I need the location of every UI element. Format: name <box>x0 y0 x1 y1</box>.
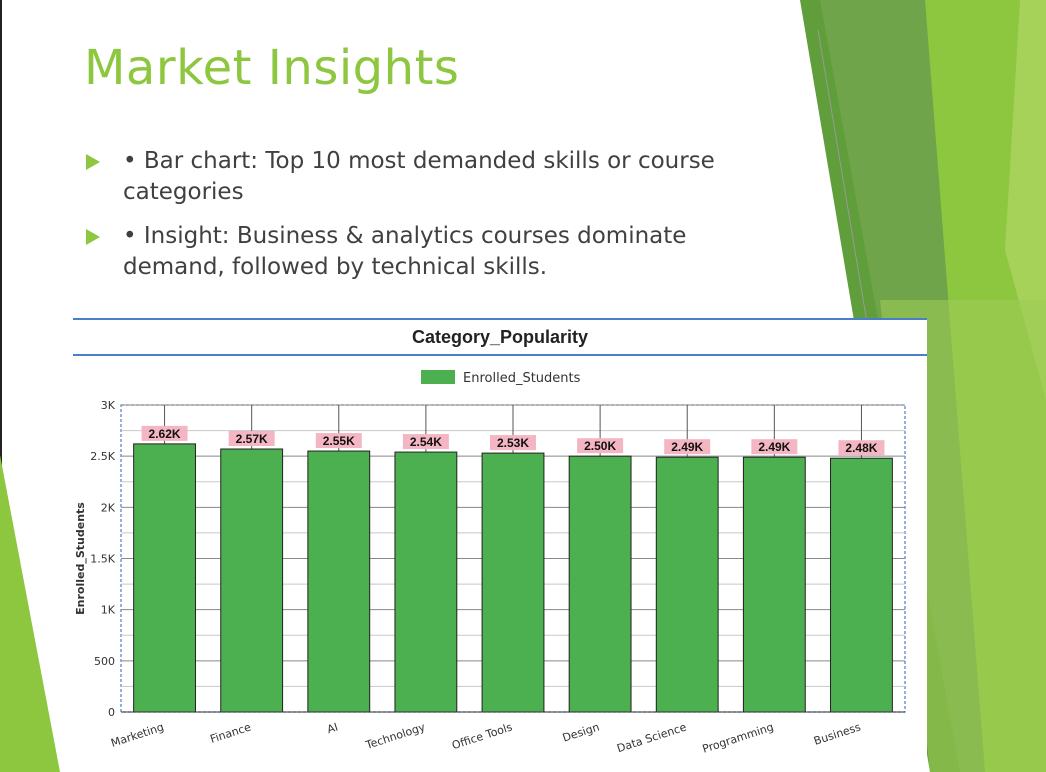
data-label: 2.49K <box>671 440 703 454</box>
data-label: 2.53K <box>497 436 529 450</box>
x-tick-label: Programming <box>701 720 776 755</box>
y-axis-label: Enrolled_Students <box>74 502 87 615</box>
data-label-background <box>141 425 188 441</box>
bar-ai <box>307 450 371 713</box>
data-label-background <box>664 439 711 455</box>
data-label-background <box>490 435 536 451</box>
x-tick-label: Marketing <box>109 720 165 749</box>
slide-title: Market Insights <box>84 40 460 96</box>
data-label: 2.50K <box>584 439 616 453</box>
bar-data-science <box>655 456 719 713</box>
legend-swatch <box>421 370 455 384</box>
chart-title: Category_Popularity <box>73 320 927 356</box>
data-label-background <box>402 434 449 450</box>
data-label: 2.54K <box>410 435 442 449</box>
y-tick-label: 0 <box>108 706 115 719</box>
data-label: 2.48K <box>845 441 877 455</box>
bullet-text: • Bar chart: Top 10 most demanded skills… <box>123 148 715 205</box>
y-tick-label: 1K <box>101 604 116 617</box>
x-tick-label: Finance <box>209 720 253 745</box>
data-label-background <box>577 438 624 454</box>
y-tick-label: 1.5K <box>90 553 115 566</box>
bullet-arrow-icon <box>86 154 100 170</box>
bar-finance <box>220 448 284 713</box>
bar-programming <box>742 456 806 713</box>
legend-label: Enrolled_Students <box>463 371 581 386</box>
data-label: 2.62K <box>149 427 181 441</box>
left-edge-strip <box>0 0 2 772</box>
decor-left-triangle <box>0 455 60 772</box>
bullet-text: • Insight: Business & analytics courses … <box>123 223 687 280</box>
y-tick-label: 3K <box>101 399 116 412</box>
data-label-background <box>838 440 885 456</box>
bar-office-tools <box>481 452 545 713</box>
bullet-arrow-icon <box>86 229 100 245</box>
data-label-background <box>751 439 798 455</box>
bar-business <box>830 457 893 713</box>
y-tick-label: 2K <box>101 501 116 514</box>
chart-container[interactable]: Category_Popularity Enrolled_Students 0 50… <box>73 318 927 760</box>
bullet-item: • Bar chart: Top 10 most demanded skills… <box>84 146 754 208</box>
data-label: 2.57K <box>236 432 268 446</box>
bar-marketing <box>133 443 196 713</box>
bar-chart: Enrolled_Students 0 500 1K 1.5K 2K 2.5K 3K Enrol… <box>74 370 906 756</box>
x-tick-label: Technology <box>363 720 427 752</box>
x-tick-label: Business <box>812 720 862 747</box>
bullet-list: • Bar chart: Top 10 most demanded skills… <box>84 146 754 296</box>
x-tick-label: Office Tools <box>450 720 514 752</box>
data-label: 2.49K <box>758 440 790 454</box>
x-tick-label: Data Science <box>615 720 688 755</box>
bullet-item: • Insight: Business & analytics courses … <box>84 221 754 283</box>
y-tick-label: 500 <box>94 655 115 668</box>
data-label-background <box>228 431 275 447</box>
x-tick-label: Design <box>561 720 601 744</box>
bar-design <box>568 455 632 713</box>
y-tick-label: 2.5K <box>90 450 115 463</box>
data-label: 2.55K <box>323 434 355 448</box>
x-tick-label: AI <box>325 720 339 736</box>
data-label-background <box>315 433 362 449</box>
bar-technology <box>394 451 458 713</box>
